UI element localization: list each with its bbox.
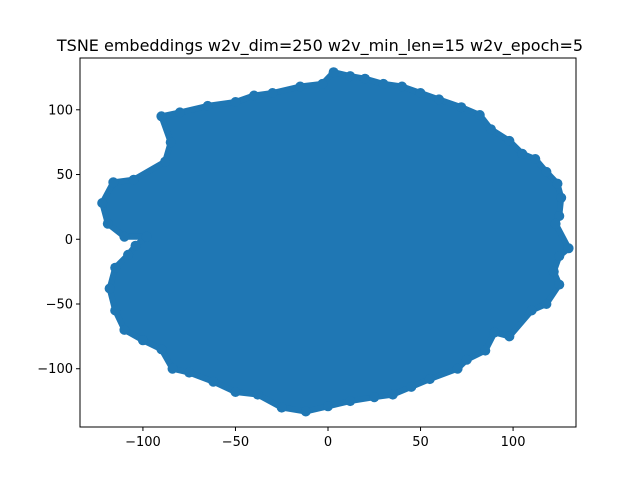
scatter-point	[97, 198, 107, 208]
scatter-point	[103, 219, 113, 229]
scatter-point	[554, 280, 564, 290]
scatter-point	[231, 97, 241, 107]
scatter-point	[462, 355, 472, 365]
scatter-point	[268, 88, 278, 98]
x-tick-label: −50	[222, 435, 249, 450]
x-tick-label: −100	[125, 435, 161, 450]
scatter-point	[249, 91, 259, 101]
scatter-point	[486, 124, 496, 134]
scatter-point	[345, 396, 355, 406]
scatter-point	[119, 325, 129, 335]
scatter-point	[504, 331, 514, 341]
scatter-point	[369, 392, 379, 402]
scatter-point	[203, 101, 213, 111]
scatter-point	[379, 79, 389, 89]
scatter-point	[549, 267, 559, 277]
scatter-point	[175, 107, 185, 117]
scatter-point	[554, 251, 564, 261]
scatter-point	[434, 94, 444, 104]
scatter-point	[184, 368, 194, 378]
scatter-point	[329, 67, 339, 77]
scatter-point	[231, 387, 241, 397]
scatter-point	[253, 390, 263, 400]
scatter-point	[416, 88, 426, 98]
scatter-point	[108, 177, 118, 187]
scatter-point	[541, 299, 551, 309]
scatter-point	[480, 346, 490, 356]
scatter-point	[160, 157, 170, 167]
scatter-point	[156, 111, 166, 121]
scatter-point	[295, 82, 305, 92]
scatter-point	[388, 390, 398, 400]
scatter-point	[129, 175, 139, 185]
x-tick-label: 50	[412, 435, 429, 450]
scatter-point	[156, 344, 166, 354]
x-tick-label: 100	[501, 435, 526, 450]
scatter-point	[456, 102, 466, 112]
scatter-point	[504, 136, 514, 146]
scatter-point	[360, 74, 370, 84]
scatter-point	[453, 364, 463, 374]
y-tick-label: 50	[56, 168, 73, 183]
scatter-point	[166, 137, 176, 147]
y-tick-label: −50	[46, 298, 73, 313]
scatter-point	[119, 232, 129, 242]
scatter-point	[475, 110, 485, 120]
chart-title: TSNE embeddings w2v_dim=250 w2v_min_len=…	[56, 36, 583, 56]
scatter-point	[530, 154, 540, 164]
scatter-point	[110, 263, 120, 273]
scatter-point	[425, 374, 435, 384]
scatter-point	[142, 232, 152, 242]
scatter-point	[317, 79, 327, 89]
scatter-point	[406, 382, 416, 392]
scatter-point	[323, 401, 333, 411]
scatter-point	[123, 250, 133, 260]
scatter-point	[556, 193, 566, 203]
scatter-point	[397, 82, 407, 92]
x-tick-label: 0	[324, 435, 332, 450]
scatter-point	[527, 306, 537, 316]
scatter-point	[138, 335, 148, 345]
scatter-point	[105, 284, 115, 294]
scatter-point	[345, 71, 355, 81]
y-tick-label: 0	[65, 233, 73, 248]
scatter-point	[564, 243, 574, 253]
scatter-point	[277, 403, 287, 413]
scatter-point	[490, 328, 500, 338]
y-tick-label: 100	[48, 103, 73, 118]
scatter-point	[301, 407, 311, 417]
scatter-point	[110, 306, 120, 316]
scatter-point	[517, 149, 527, 159]
scatter-point	[208, 377, 218, 387]
scatter-point	[168, 364, 178, 374]
scatter-point	[553, 179, 563, 189]
scatter-point	[131, 241, 141, 251]
scatter-point	[541, 167, 551, 177]
y-tick-label: −100	[37, 362, 73, 377]
scatter-point	[551, 219, 561, 229]
